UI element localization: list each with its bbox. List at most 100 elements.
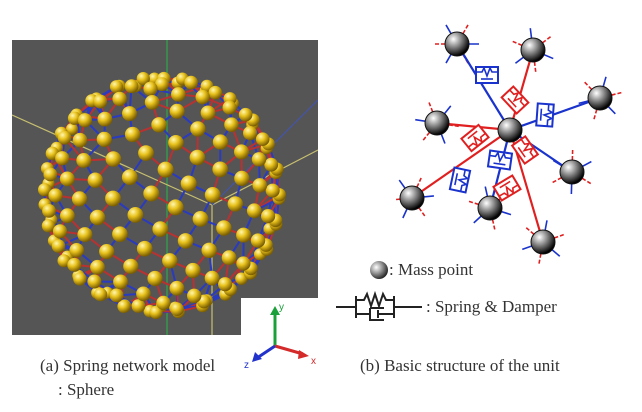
mass-point — [112, 226, 128, 242]
mass-point — [121, 169, 138, 186]
mass-point — [169, 103, 185, 119]
mass-point — [149, 305, 163, 319]
mass-point-icon — [370, 261, 388, 279]
mass-point — [236, 227, 252, 243]
mass-point — [171, 87, 186, 102]
mass-point — [144, 95, 160, 110]
spring-damper-icon — [336, 290, 422, 321]
legend-mass-point: : Mass point — [370, 257, 473, 283]
mass-point — [60, 208, 75, 224]
mass-point — [96, 131, 112, 147]
mass-point — [124, 79, 139, 94]
mass-point — [87, 172, 104, 188]
unit-spring — [508, 49, 535, 131]
mass-point — [185, 262, 201, 279]
mass-point — [265, 183, 280, 198]
mass-point — [250, 233, 266, 248]
mass-point — [66, 123, 78, 135]
mass-point — [587, 85, 613, 111]
x-axis-label: x — [311, 356, 316, 367]
mass-point — [123, 258, 139, 274]
mass-point — [204, 187, 221, 203]
spring-damper-element — [486, 149, 514, 171]
mass-point — [73, 272, 87, 286]
mass-point — [105, 190, 121, 207]
mass-point — [38, 183, 52, 197]
mass-point — [221, 250, 237, 266]
mass-point — [147, 270, 163, 287]
mass-point — [497, 117, 523, 143]
mass-point — [201, 242, 217, 258]
z-axis-arrow — [256, 344, 276, 360]
mass-point — [117, 299, 131, 313]
mass-point — [238, 107, 253, 122]
mass-point — [43, 167, 58, 182]
mass-point — [477, 195, 503, 221]
spring-damper-element — [500, 85, 530, 115]
mass-point — [69, 243, 84, 258]
mass-point — [530, 229, 556, 255]
mass-point — [255, 132, 270, 146]
mass-point — [424, 110, 450, 136]
mass-point — [157, 161, 174, 178]
mass-point — [246, 203, 262, 219]
legend-mass-label: : Mass point — [389, 260, 474, 279]
mass-point — [444, 31, 470, 57]
mass-point — [200, 105, 216, 121]
caption-b: (b) Basic structure of the unit — [360, 356, 560, 375]
mass-point — [222, 100, 237, 115]
unit-structure-panel — [395, 20, 635, 275]
mass-point — [152, 221, 169, 238]
mass-point — [189, 149, 206, 166]
mass-point — [192, 211, 209, 227]
mass-point — [127, 207, 144, 223]
mass-point — [109, 80, 124, 94]
mass-point — [212, 161, 228, 178]
spring-damper-element — [448, 166, 472, 194]
mass-point — [131, 299, 146, 313]
mass-point — [52, 224, 68, 239]
mass-point — [93, 287, 108, 302]
mass-point — [57, 254, 71, 268]
unit-structure-diagram — [395, 24, 622, 264]
mass-point — [105, 151, 122, 167]
spring-damper-element — [460, 123, 490, 153]
caption-a-line2: : Sphere — [58, 380, 115, 399]
mass-point — [57, 130, 72, 145]
mass-point — [224, 117, 239, 132]
mass-point — [136, 286, 151, 302]
mass-point — [227, 196, 243, 212]
mass-point — [234, 144, 249, 160]
mass-point — [112, 91, 127, 107]
mass-point — [251, 152, 267, 167]
mass-point — [218, 277, 233, 292]
y-axis-label: y — [279, 302, 284, 313]
mass-point — [71, 191, 88, 207]
mass-point — [264, 157, 279, 172]
mass-point — [124, 126, 141, 143]
mass-point — [41, 219, 55, 233]
mass-point — [97, 111, 113, 127]
unit-spring — [411, 129, 511, 199]
mass-point — [90, 259, 105, 275]
x-axis-arrow — [274, 344, 304, 356]
mass-point — [399, 185, 425, 211]
spring-damper-element — [492, 174, 522, 202]
mass-point — [190, 121, 206, 137]
z-axis-head — [252, 352, 262, 362]
caption-a-line1: (a) Spring network model — [40, 356, 216, 375]
mass-point — [216, 220, 232, 236]
mass-point — [93, 94, 108, 109]
mass-point — [99, 244, 115, 260]
mass-point — [167, 199, 184, 216]
mass-point — [155, 77, 169, 92]
mass-point — [51, 239, 66, 253]
mass-point — [109, 288, 124, 303]
mass-point — [48, 188, 63, 203]
mass-point — [77, 113, 93, 128]
mass-point — [187, 288, 202, 303]
mass-point — [156, 295, 171, 310]
mass-point — [89, 209, 106, 226]
unit-spring — [456, 43, 511, 131]
mass-point — [170, 302, 184, 317]
